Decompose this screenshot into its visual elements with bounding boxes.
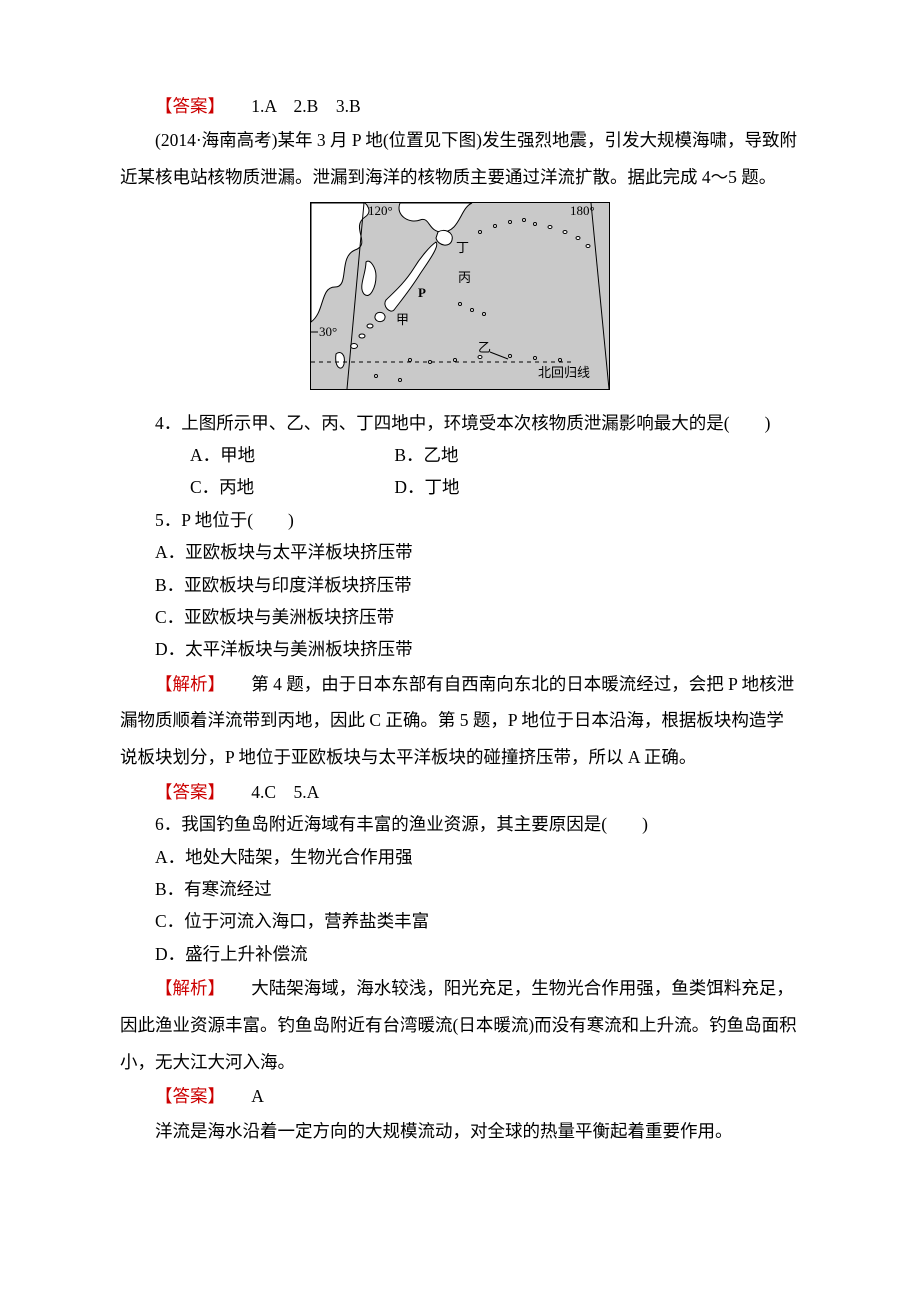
label-lon120: 120° [368,203,393,218]
hokkaido [436,230,452,245]
taiwan [336,352,345,368]
analysis-4-5: 【解析】 第 4 题，由于日本东部有自西南向东北的日本暖流经过，会把 P 地核泄… [120,666,800,776]
page: 【答案】 1.A 2.B 3.B (2014·海南高考)某年 3 月 P 地(位… [0,0,920,1302]
passage-4-5: (2014·海南高考)某年 3 月 P 地(位置见下图)发生强烈地震，引发大规模… [120,122,800,196]
q4-options-row2: C．丙地 D．丁地 [120,471,800,503]
analysis-6: 【解析】 大陆架海域，海水较浅，阳光充足，生物光合作用强，鱼类饵料充足，因此渔业… [120,970,800,1080]
q4-opt-b: B．乙地 [359,439,559,471]
q6-opt-d: D．盛行上升补偿流 [120,938,800,970]
q6-opt-c: C．位于河流入海口，营养盐类丰富 [120,905,800,937]
answer-6: 【答案】 A [120,1080,800,1112]
answer-label: 【答案】 [155,96,225,116]
tail-paragraph: 洋流是海水沿着一定方向的大规模流动，对全球的热量平衡起着重要作用。 [120,1113,800,1150]
q4-opt-a: A．甲地 [155,439,355,471]
island-2 [359,334,365,338]
kyushu [375,312,385,321]
label-yi: 乙 [478,340,491,355]
island-1 [367,324,373,328]
q4-options-row1: A．甲地 B．乙地 [120,439,800,471]
q6-opt-b: B．有寒流经过 [120,873,800,905]
label-ding: 丁 [456,240,469,255]
label-bing: 丙 [458,270,471,285]
answer-4-5-text: 4.C 5.A [251,782,319,802]
label-tropic: 北回归线 [538,365,590,380]
analysis-6-label: 【解析】 [155,978,225,998]
label-jia: 甲 [396,312,409,327]
label-lat30: 30° [319,324,337,339]
answer-6-text: A [251,1086,264,1106]
q4-stem: 4．上图所示甲、乙、丙、丁四地中，环境受本次核物质泄漏影响最大的是( ) [120,407,800,439]
answer-label-45: 【答案】 [155,782,225,802]
label-lon180: 180° [570,203,595,218]
q5-opt-b: B．亚欧板块与印度洋板块挤压带 [120,569,800,601]
answers-1-3: 【答案】 1.A 2.B 3.B [120,90,800,122]
q4-opt-d: D．丁地 [359,471,559,503]
answer-1-3-text: 1.A 2.B 3.B [251,96,360,116]
q4-opt-c: C．丙地 [155,471,355,503]
q6-stem: 6．我国钓鱼岛附近海域有丰富的渔业资源，其主要原因是( ) [120,808,800,840]
q5-opt-d: D．太平洋板块与美洲板块挤压带 [120,633,800,665]
q6-opt-a: A．地处大陆架，生物光合作用强 [120,841,800,873]
q5-stem: 5．P 地位于( ) [120,504,800,536]
answer-6-label: 【答案】 [155,1086,225,1106]
map-svg: 120° 180° 30° 丁 丙 P 甲 乙 北回归线 [310,202,610,390]
map-figure: 120° 180° 30° 丁 丙 P 甲 乙 北回归线 [120,202,800,403]
analysis-label: 【解析】 [155,674,225,694]
answers-4-5: 【答案】 4.C 5.A [120,776,800,808]
q5-opt-c: C．亚欧板块与美洲板块挤压带 [120,601,800,633]
label-p: P [418,285,426,300]
q5-opt-a: A．亚欧板块与太平洋板块挤压带 [120,536,800,568]
